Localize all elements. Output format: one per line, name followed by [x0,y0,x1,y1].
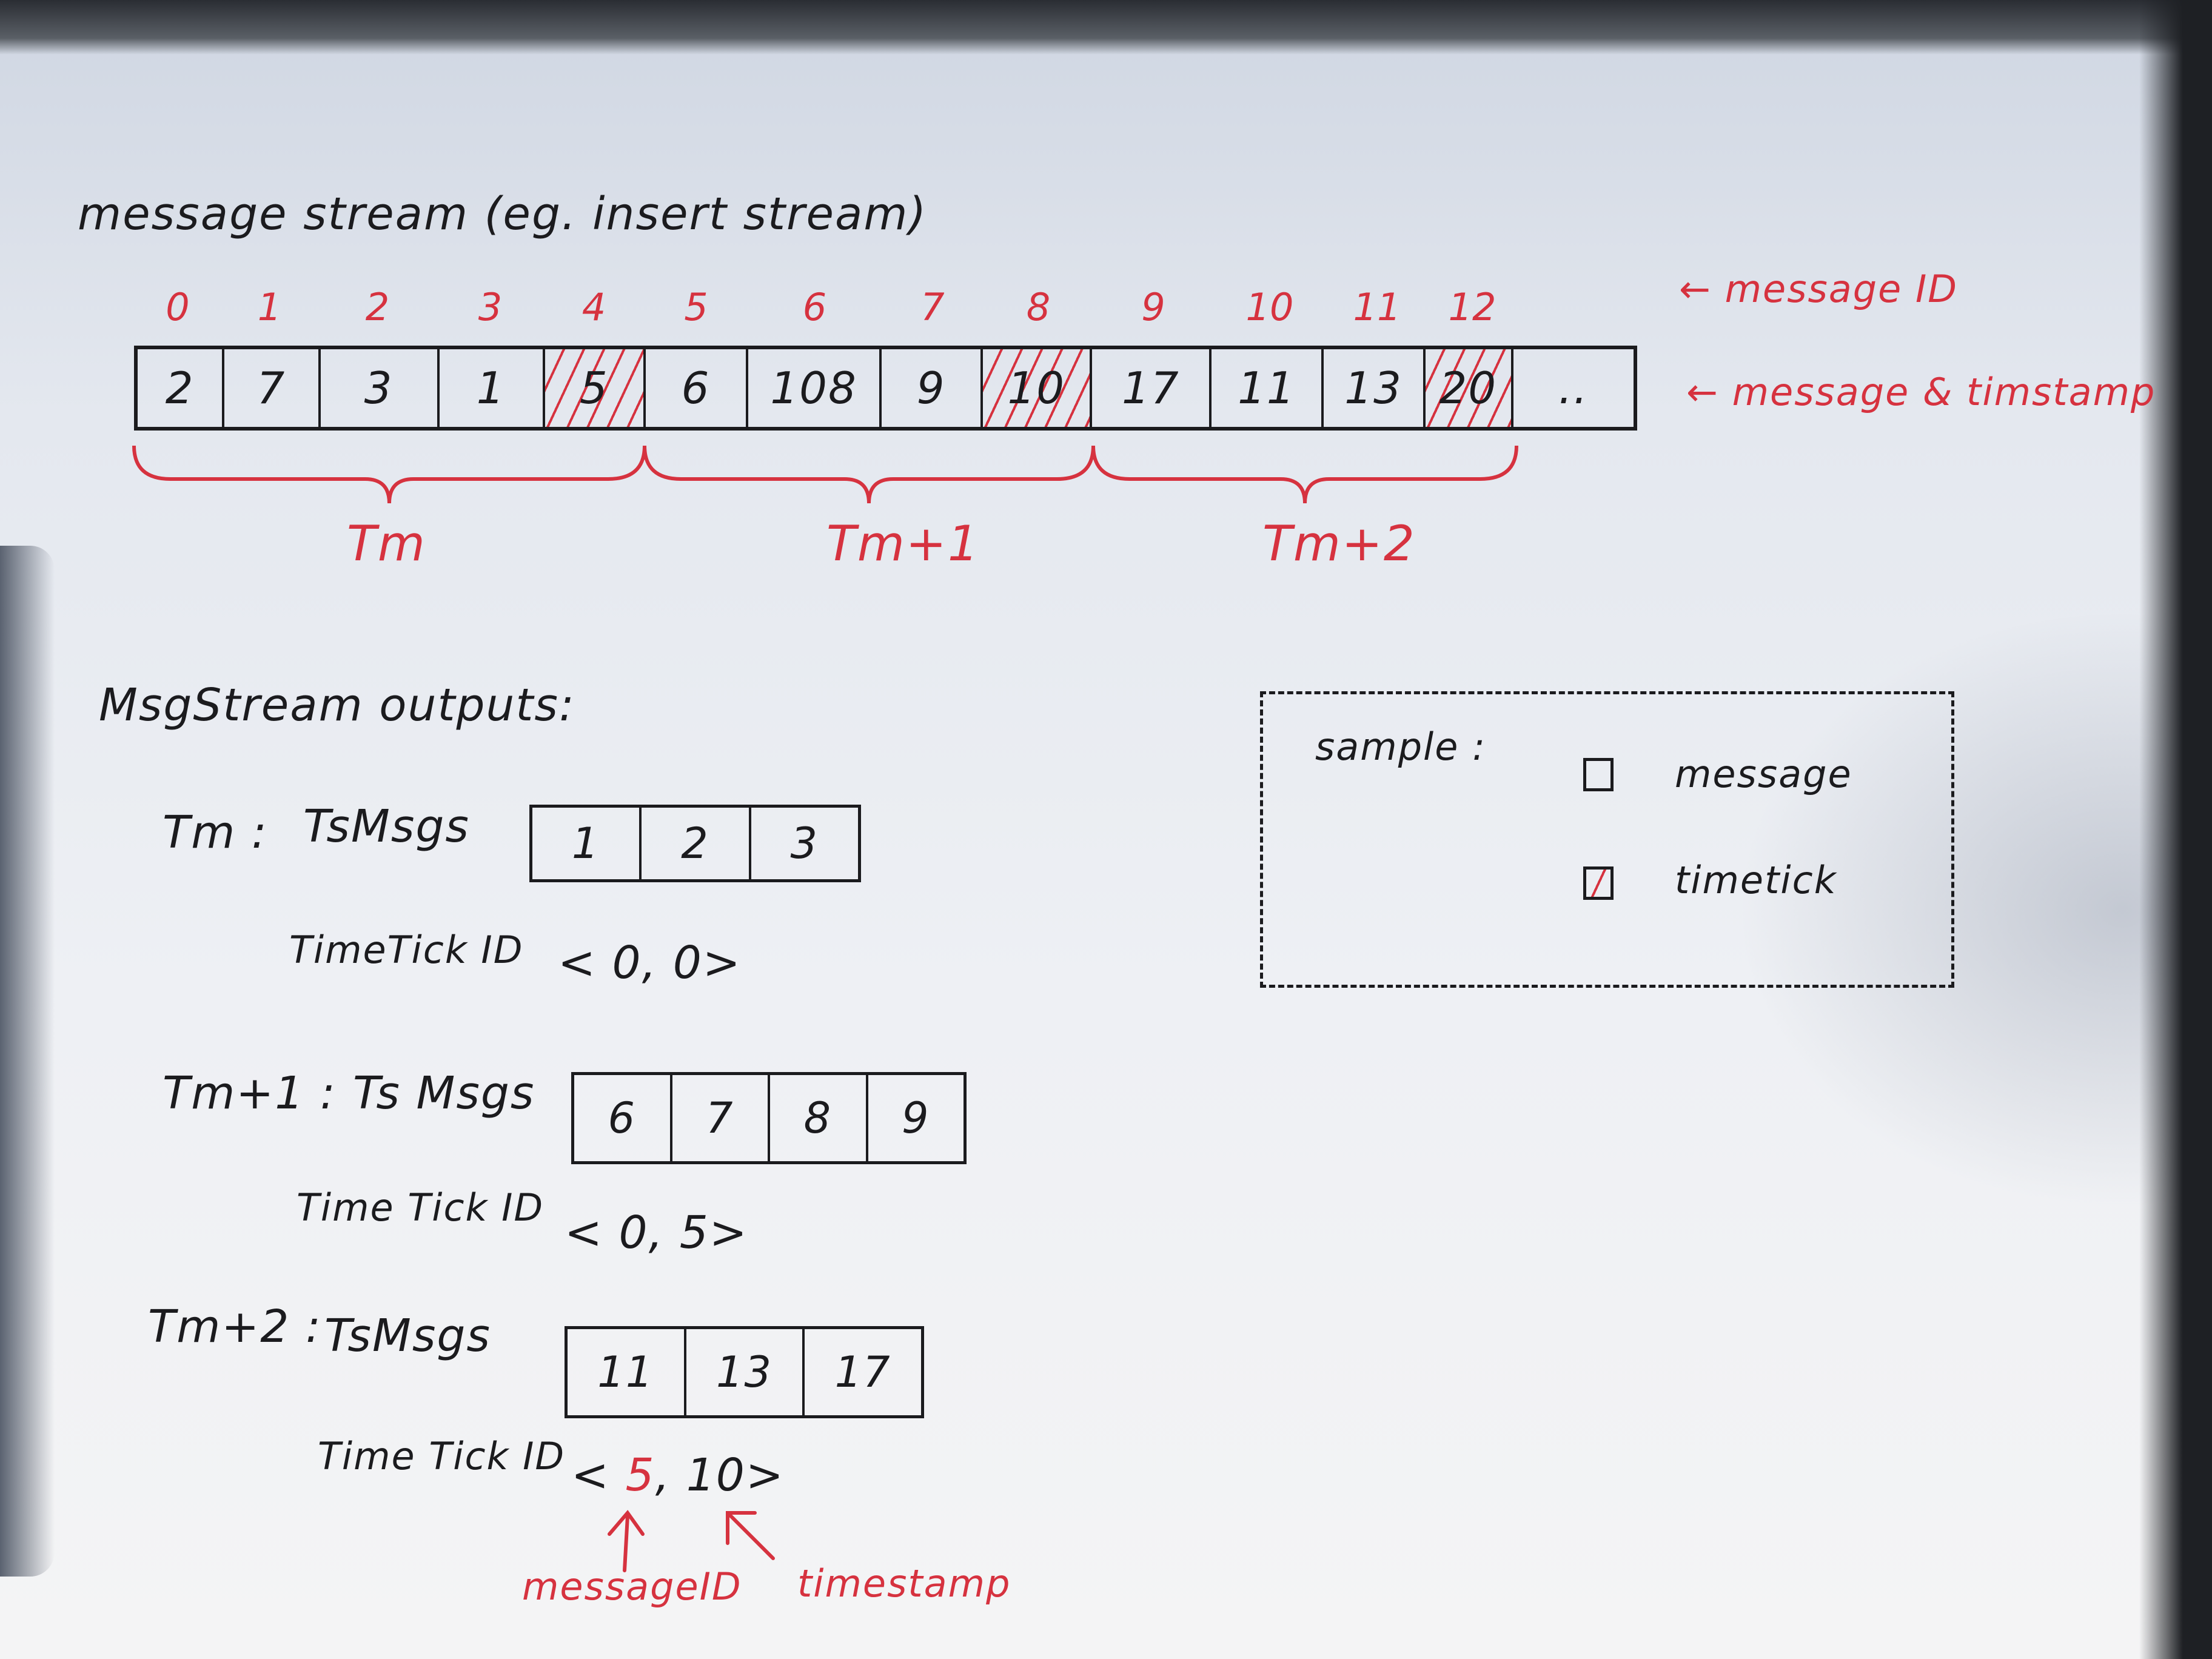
arrow-up-left-icon [726,1511,775,1560]
tsmsg-cell: 17 [834,1347,891,1397]
message-id-row: 0 1 2 3 4 5 6 7 8 9 10 11 12 [134,285,1637,333]
message-cell: 1 [440,349,545,427]
photo-background-right [2139,0,2212,1659]
bracket-open: < [558,937,597,989]
message-id: 12 [1448,285,1496,329]
tsmsg-cell: 7 [672,1075,770,1161]
timetick-cell: 5 [545,349,646,427]
message-cell: 6 [646,349,749,427]
group-brace [1091,445,1518,504]
bracket-open: < [571,1449,611,1501]
message-timestamp-label: ← message & timstamp [1686,370,2156,414]
legend-box: sample : message timetick [1260,691,1954,988]
tsmsg-cell: 11 [568,1329,686,1415]
output-tm2-label: Tm+2 : [148,1301,322,1353]
message-cell: 7 [224,349,321,427]
output-tm1-timetick-value: < 0, 5> [565,1207,748,1259]
message-id: 4 [581,285,606,329]
output-tm-label: Tm : [163,806,268,859]
output-tm2-timetick-value: < 5, 10> [571,1449,785,1501]
message-id: 7 [920,285,945,329]
timetick-cell: 20 [1425,349,1513,427]
message-cell: 2 [138,349,225,427]
message-id: 2 [365,285,390,329]
photo-background-top [0,0,2212,55]
message-cell: .. [1558,363,1589,414]
message-id: 11 [1353,285,1401,329]
tsmsg-cell: 2 [642,808,751,879]
message-id-label: ← message ID [1679,267,1959,311]
message-id: 8 [1026,285,1051,329]
tsmsg-cell: 1 [532,808,642,879]
message-stream: 2 7 3 1 5 6 108 9 10 17 11 13 20.. [134,346,1637,431]
output-tm1-tsmsgs-label: Ts Msgs [353,1067,535,1119]
annotation-timestamp: timestamp [797,1561,1011,1606]
output-tm1-label: Tm+1 : [163,1067,337,1119]
bracket-close: > [709,1207,748,1259]
message-id: 5 [684,285,708,329]
legend-message-label: message [1675,752,1852,796]
outputs-title: MsgStream outputs: [99,679,575,731]
message-cell: 9 [882,349,984,427]
timetick-timestamp: 10 [686,1449,746,1501]
bracket-close: > [745,1449,785,1501]
message-id: 9 [1141,285,1165,329]
timetick-timestamp: 0 [672,937,703,989]
message-id: 0 [166,285,190,329]
separator: , [655,1449,671,1501]
group-label: Tm+1 [826,515,980,572]
message-id: 3 [478,285,503,329]
annotation-message-id: messageID [522,1564,742,1609]
output-tm2-tsmsgs-label: TsMsgs [324,1310,491,1362]
output-tm-timetick-value: < 0, 0> [558,937,742,989]
message-square-icon [1583,758,1614,791]
message-cell: 13 [1324,349,1426,427]
group-label: Tm+2 [1262,515,1416,572]
group-brace [643,445,1095,504]
tsmsg-cell: 6 [574,1075,672,1161]
timetick-message-id: 5 [625,1449,655,1501]
message-cell: 11 [1212,349,1324,427]
bracket-close: > [702,937,742,989]
separator: , [642,937,658,989]
timetick-message-id: 0 [612,937,642,989]
timetick-message-id: 0 [618,1207,649,1259]
bracket-open: < [565,1207,604,1259]
group-brace [132,445,646,504]
message-id: 10 [1245,285,1294,329]
output-tm2-tsmsgs: 11 13 17 [565,1326,924,1418]
tsmsg-cell: 8 [770,1075,868,1161]
output-tm-tsmsgs-label: TsMsgs [303,800,470,853]
diagram-title: message stream (eg. insert stream) [78,188,928,240]
timetick-cell: 10 [983,349,1093,427]
output-tm-timetick-label: TimeTick ID [289,928,524,972]
output-tm1-timetick-label: Time Tick ID [297,1185,545,1230]
arrow-up-icon [608,1510,645,1572]
message-id: 1 [257,285,282,329]
separator: , [648,1207,665,1259]
message-cell: 17 [1092,349,1212,427]
tsmsg-cell: 9 [901,1093,930,1143]
group-label: Tm [347,515,426,572]
message-cell: 3 [321,349,440,427]
timetick-hatched-square-icon [1583,866,1614,900]
legend-title: sample : [1315,725,1487,769]
photo-shadow-left [0,546,55,1577]
message-cell: 108 [748,349,882,427]
legend-timetick-label: timetick [1675,858,1837,902]
timetick-timestamp: 5 [679,1207,709,1259]
message-id: 6 [802,285,827,329]
tsmsg-cell: 3 [790,819,819,868]
tsmsg-cell: 13 [686,1329,805,1415]
output-tm2-timetick-label: Time Tick ID [318,1434,566,1478]
